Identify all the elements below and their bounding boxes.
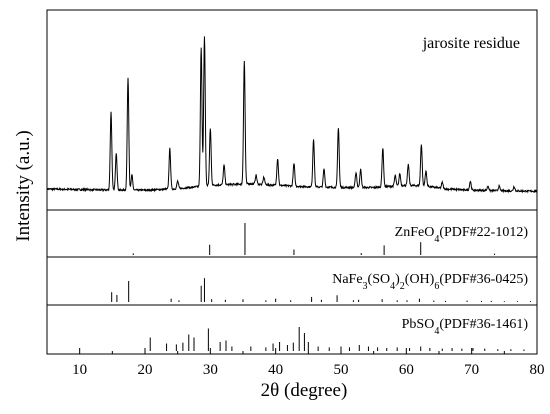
reference-label-2: NaFe3(SO4)2(OH)6(PDF#36-0425) (332, 272, 528, 292)
jarosite-residue-series (46, 36, 538, 194)
x-tick-label: 50 (334, 362, 349, 378)
y-axis-label: Intensity (a.u.) (13, 130, 34, 241)
x-tick-label: 60 (399, 362, 414, 378)
x-axis-label: 2θ (degree) (261, 380, 348, 401)
x-tick-label: 40 (268, 362, 283, 378)
x-tick-label: 10 (72, 362, 87, 378)
panel-frame-3 (46, 304, 538, 355)
jarosite-residue-label: jarosite residue (422, 35, 520, 52)
x-tick-label: 80 (530, 362, 545, 378)
reference-label-3: PbSO4(PDF#36-1461) (402, 317, 529, 337)
x-tick-label: 70 (464, 362, 479, 378)
x-tick-label: 20 (138, 362, 153, 378)
reference-label-1: ZnFeO4(PDF#22-1012) (395, 225, 529, 245)
x-tick-label: 30 (203, 362, 218, 378)
